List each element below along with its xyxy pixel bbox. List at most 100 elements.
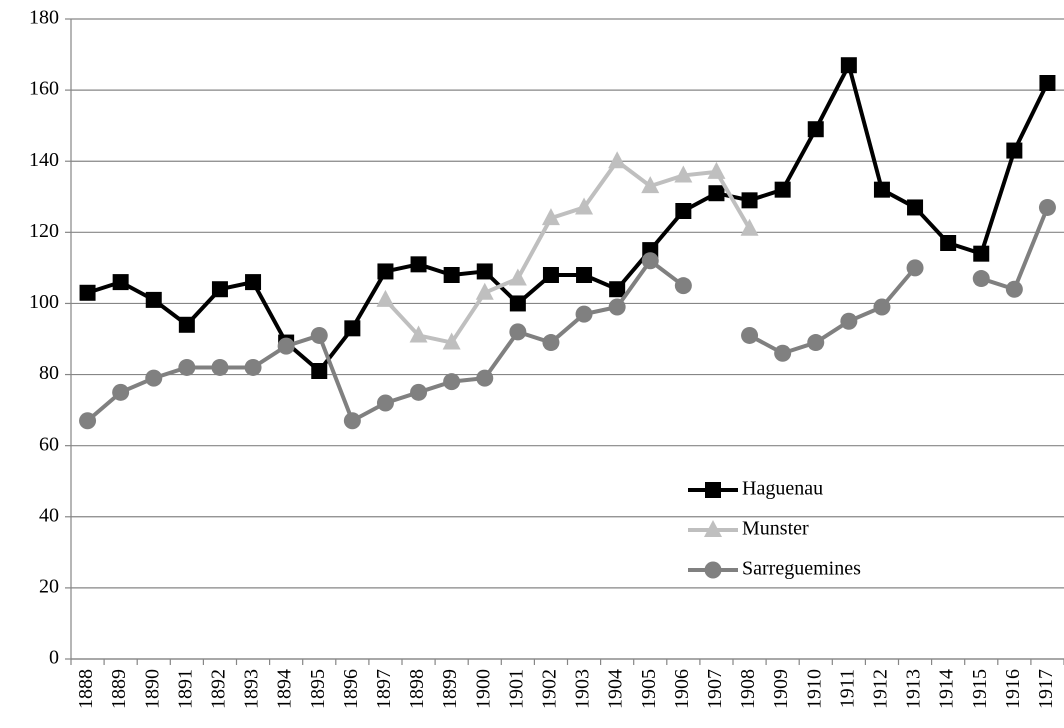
marker [674, 277, 692, 295]
marker [575, 197, 594, 215]
y-tick-label: 100 [29, 291, 59, 313]
y-tick-label: 80 [39, 362, 59, 384]
x-tick-label: 1903 [572, 669, 594, 709]
marker [542, 267, 559, 283]
marker [79, 284, 96, 301]
x-tick-label: 1916 [1002, 669, 1024, 709]
marker [476, 263, 493, 280]
marker [972, 270, 990, 288]
x-tick-label: 1901 [505, 669, 527, 709]
marker [277, 337, 295, 355]
x-tick-label: 1915 [969, 669, 991, 709]
marker [840, 312, 858, 330]
y-tick-label: 160 [29, 78, 59, 100]
y-tick-label: 120 [29, 220, 59, 242]
marker [542, 334, 560, 352]
x-tick-label: 1902 [539, 669, 561, 709]
marker [807, 334, 825, 352]
x-tick-label: 1892 [208, 669, 230, 709]
marker [211, 281, 228, 298]
marker [608, 298, 626, 316]
marker [541, 208, 560, 226]
marker [873, 298, 891, 316]
marker [576, 267, 593, 283]
x-tick-label: 1909 [770, 669, 792, 709]
marker [79, 412, 97, 430]
marker [973, 245, 990, 262]
marker [707, 161, 726, 179]
series-line [86, 63, 1050, 373]
x-tick-label: 1914 [936, 669, 958, 709]
marker [245, 274, 262, 291]
y-tick-label: 60 [39, 433, 59, 455]
y-tick-label: 20 [39, 575, 59, 597]
y-tick-label: 0 [49, 647, 59, 669]
x-tick-label: 1917 [1035, 669, 1057, 709]
x-tick-label: 1890 [141, 669, 163, 709]
x-tick-label: 1896 [340, 669, 362, 709]
x-tick-label: 1911 [836, 669, 858, 708]
marker [641, 176, 660, 194]
y-tick-label: 140 [29, 149, 59, 171]
x-tick-label: 1888 [75, 669, 97, 709]
x-tick-label: 1904 [605, 669, 627, 709]
marker [641, 252, 659, 270]
marker [741, 326, 759, 344]
marker [840, 57, 857, 74]
marker [940, 235, 957, 251]
x-tick-label: 1905 [638, 669, 660, 709]
marker [310, 326, 328, 344]
x-tick-label: 1897 [373, 669, 395, 709]
marker [609, 281, 626, 298]
legend-marker [704, 520, 722, 537]
marker [774, 181, 791, 198]
x-tick-label: 1898 [406, 669, 428, 709]
marker [740, 218, 759, 236]
y-tick-label: 40 [39, 504, 59, 526]
marker [1005, 280, 1023, 298]
marker [873, 181, 890, 198]
marker [443, 373, 461, 391]
marker [244, 358, 262, 376]
series-line [86, 206, 1050, 423]
x-tick-label: 1895 [307, 669, 329, 709]
legend-label: Sarreguemines [742, 558, 861, 580]
marker [1006, 142, 1023, 159]
marker [476, 369, 494, 387]
x-tick-label: 1900 [472, 669, 494, 709]
marker [475, 282, 494, 300]
marker [410, 256, 427, 273]
x-tick-label: 1912 [870, 669, 892, 709]
legend-label: Munster [742, 518, 809, 540]
legend-label: Haguenau [742, 478, 823, 500]
marker [178, 358, 196, 376]
marker [608, 151, 627, 169]
legend-marker [704, 561, 722, 579]
marker [675, 203, 692, 219]
marker [442, 332, 461, 350]
marker [674, 165, 693, 183]
x-tick-label: 1913 [903, 669, 925, 709]
x-tick-label: 1899 [439, 669, 461, 709]
marker [178, 316, 195, 333]
marker [410, 383, 428, 401]
marker [377, 263, 394, 280]
x-tick-label: 1889 [108, 669, 130, 709]
x-tick-label: 1908 [737, 669, 759, 709]
x-tick-label: 1891 [174, 669, 196, 709]
marker [145, 291, 162, 308]
marker [409, 325, 428, 343]
marker [508, 268, 527, 286]
marker [774, 344, 792, 362]
marker [376, 289, 395, 307]
x-tick-label: 1906 [671, 669, 693, 709]
marker [509, 323, 527, 341]
marker [1038, 198, 1056, 216]
x-tick-label: 1907 [704, 669, 726, 709]
marker [509, 295, 526, 312]
legend-marker [705, 482, 721, 498]
marker [906, 259, 924, 277]
marker [211, 358, 229, 376]
marker [807, 121, 824, 138]
x-tick-label: 1910 [803, 669, 825, 709]
